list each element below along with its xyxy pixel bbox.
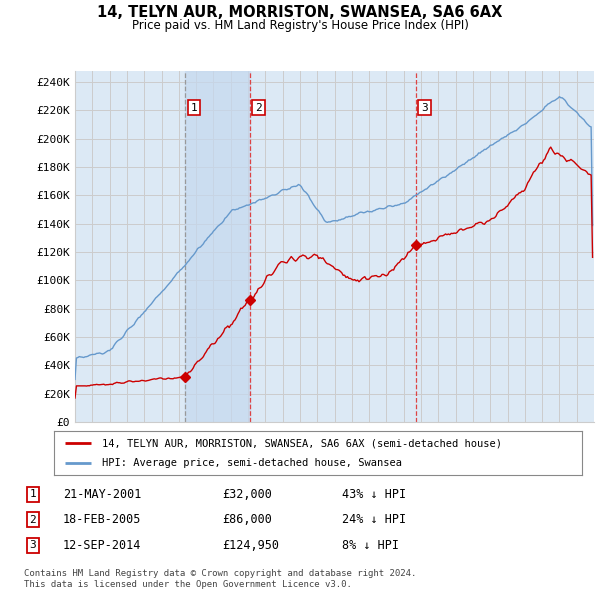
Text: 2002: 2002 [191,447,201,471]
Text: 2007: 2007 [278,447,287,471]
Text: 2015: 2015 [416,447,426,471]
Text: 14, TELYN AUR, MORRISTON, SWANSEA, SA6 6AX: 14, TELYN AUR, MORRISTON, SWANSEA, SA6 6… [97,5,503,19]
Text: 2000: 2000 [157,447,167,471]
Text: 2012: 2012 [364,447,374,471]
Text: 2009: 2009 [312,447,322,471]
Text: 1999: 1999 [139,447,149,471]
Text: 2014: 2014 [399,447,409,471]
Text: 2011: 2011 [347,447,357,471]
Text: HPI: Average price, semi-detached house, Swansea: HPI: Average price, semi-detached house,… [101,458,401,467]
Text: 2: 2 [29,515,37,525]
Text: 3: 3 [421,103,428,113]
Text: 2013: 2013 [382,447,391,471]
Text: 2017: 2017 [451,447,461,471]
Text: 2003: 2003 [208,447,218,471]
Text: 2018: 2018 [468,447,478,471]
Text: 2022: 2022 [537,447,547,471]
Text: 18-FEB-2005: 18-FEB-2005 [63,513,142,526]
Text: 1996: 1996 [88,447,97,471]
Text: 12-SEP-2014: 12-SEP-2014 [63,539,142,552]
Text: 2024: 2024 [572,447,582,471]
Text: 1: 1 [29,490,37,499]
Text: 24% ↓ HPI: 24% ↓ HPI [342,513,406,526]
Text: £86,000: £86,000 [222,513,272,526]
Text: 2021: 2021 [520,447,530,471]
Text: Contains HM Land Registry data © Crown copyright and database right 2024.
This d: Contains HM Land Registry data © Crown c… [24,569,416,589]
Text: 1998: 1998 [122,447,132,471]
Text: 1: 1 [191,103,197,113]
Text: £124,950: £124,950 [222,539,279,552]
Text: 43% ↓ HPI: 43% ↓ HPI [342,488,406,501]
Text: 2016: 2016 [433,447,443,471]
Text: 8% ↓ HPI: 8% ↓ HPI [342,539,399,552]
Text: 2019: 2019 [485,447,495,471]
Text: 2023: 2023 [554,447,565,471]
Text: 2005: 2005 [243,447,253,471]
Bar [185,71,250,422]
Text: Price paid vs. HM Land Registry's House Price Index (HPI): Price paid vs. HM Land Registry's House … [131,19,469,32]
Text: 2004: 2004 [226,447,236,471]
Text: 2: 2 [255,103,262,113]
Text: 21-MAY-2001: 21-MAY-2001 [63,488,142,501]
Text: 2020: 2020 [503,447,512,471]
Text: 2001: 2001 [174,447,184,471]
Text: 2008: 2008 [295,447,305,471]
Text: 2010: 2010 [329,447,340,471]
Text: 1995: 1995 [70,447,80,471]
Text: 2006: 2006 [260,447,271,471]
Text: 3: 3 [29,540,37,550]
Text: £32,000: £32,000 [222,488,272,501]
Text: 1997: 1997 [104,447,115,471]
Text: 14, TELYN AUR, MORRISTON, SWANSEA, SA6 6AX (semi-detached house): 14, TELYN AUR, MORRISTON, SWANSEA, SA6 6… [101,438,502,448]
